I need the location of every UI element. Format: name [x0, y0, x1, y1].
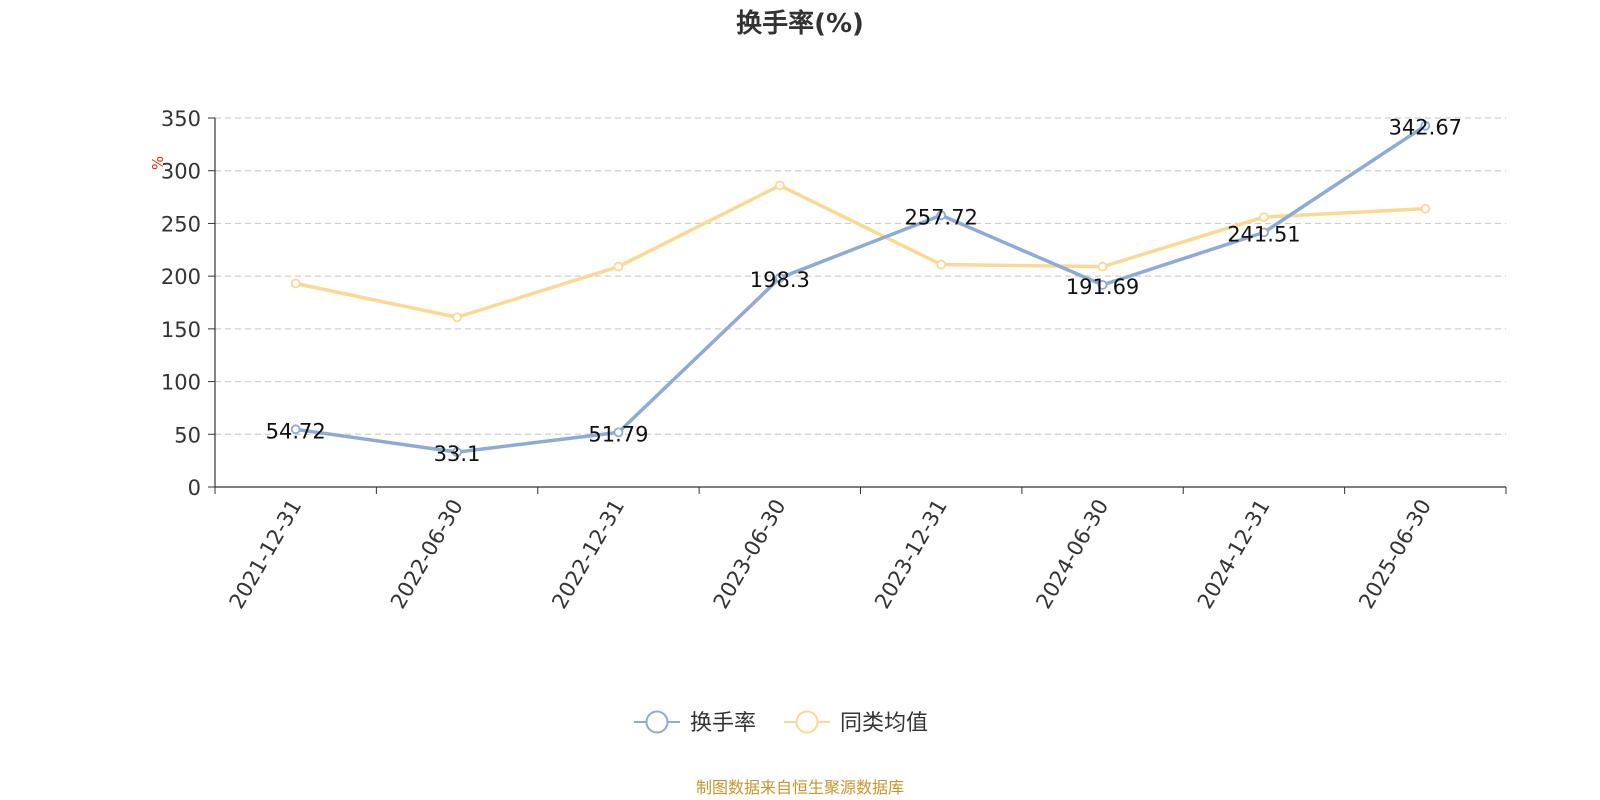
data-label: 51.79 [588, 422, 648, 446]
data-label: 241.51 [1227, 222, 1300, 246]
data-label: 191.69 [1066, 275, 1139, 299]
data-point [290, 278, 301, 289]
y-axis-unit-label: % [149, 156, 167, 170]
y-tick-label: 250 [161, 212, 201, 236]
data-point [936, 210, 947, 221]
data-point [613, 261, 624, 272]
data-point [1097, 280, 1108, 290]
x-tick-label: 2024-06-30 [1031, 495, 1113, 613]
x-tick-label: 2025-06-30 [1354, 495, 1436, 613]
data-point [936, 259, 947, 270]
y-tick-label: 50 [174, 423, 201, 447]
data-label: 342.67 [1389, 116, 1462, 140]
data-point [452, 312, 462, 323]
data-point [1097, 261, 1108, 272]
y-tick-label: 300 [161, 160, 201, 184]
legend-marker-swatch [795, 710, 819, 734]
data-point [1259, 227, 1269, 238]
data-label: 257.72 [904, 205, 977, 229]
x-tick-label: 2022-06-30 [386, 495, 468, 613]
data-point [452, 447, 462, 458]
x-tick-label: 2024-12-31 [1193, 495, 1275, 613]
data-point [1420, 203, 1431, 214]
legend-item[interactable]: 同类均值 [784, 710, 928, 736]
x-tick-label: 2023-12-31 [870, 495, 952, 613]
data-label: 54.72 [266, 419, 326, 443]
data-point [1420, 120, 1431, 131]
y-tick-label: 0 [188, 476, 201, 500]
y-tick-label: 350 [161, 107, 201, 131]
data-point [774, 180, 785, 191]
x-tick-label: 2022-12-31 [547, 495, 629, 613]
data-source-note: 制图数据来自恒生聚源数据库 [696, 778, 904, 797]
data-point [774, 273, 785, 283]
data-labels: 54.72 33.1 51.79 198.3 257.72 191.69 241.51 342… [266, 116, 1462, 466]
x-tick-label: 2023-06-30 [709, 495, 791, 613]
y-tick-label: 200 [161, 265, 201, 289]
data-point [613, 427, 624, 438]
legend-label: 换手率 [690, 711, 756, 736]
axes: 0 50 100 150 200 250 300 350 2021-12-31 2022-06-3… [161, 107, 1507, 613]
grid-lines [215, 117, 1506, 435]
data-label: 33.1 [434, 442, 481, 466]
chart-title: 换手率(%) [736, 8, 864, 39]
legend[interactable]: 换手率 同类均值 [634, 710, 928, 736]
legend-item[interactable]: 换手率 [634, 710, 756, 736]
y-tick-label: 150 [161, 318, 201, 342]
data-point [1259, 212, 1269, 223]
legend-marker-swatch [645, 710, 669, 734]
series [290, 120, 1431, 458]
x-tick-label: 2021-12-31 [225, 495, 307, 613]
data-point [290, 424, 301, 435]
series-line [293, 123, 1428, 454]
legend-label: 同类均值 [840, 711, 928, 736]
y-tick-label: 100 [161, 371, 201, 395]
series-line [293, 183, 1428, 320]
data-label: 198.3 [750, 268, 810, 292]
